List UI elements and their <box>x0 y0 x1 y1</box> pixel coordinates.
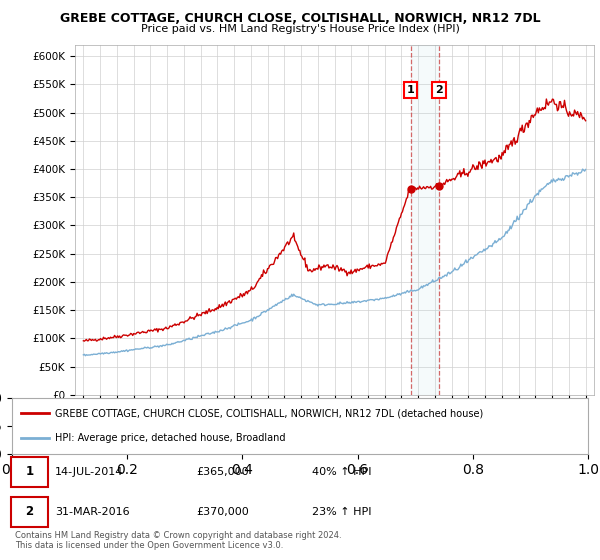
Text: Contains HM Land Registry data © Crown copyright and database right 2024.
This d: Contains HM Land Registry data © Crown c… <box>15 531 341 550</box>
Bar <box>410 45 439 395</box>
Text: 1: 1 <box>407 85 415 95</box>
Text: GREBE COTTAGE, CHURCH CLOSE, COLTISHALL, NORWICH, NR12 7DL: GREBE COTTAGE, CHURCH CLOSE, COLTISHALL,… <box>59 12 541 25</box>
Text: 31-MAR-2016: 31-MAR-2016 <box>55 507 130 517</box>
Text: 14-JUL-2014: 14-JUL-2014 <box>55 466 124 477</box>
FancyBboxPatch shape <box>11 497 48 527</box>
FancyBboxPatch shape <box>11 456 48 487</box>
Text: £370,000: £370,000 <box>196 507 249 517</box>
Text: 2: 2 <box>26 505 34 518</box>
Text: 1: 1 <box>26 465 34 478</box>
Text: £365,000: £365,000 <box>196 466 249 477</box>
Text: GREBE COTTAGE, CHURCH CLOSE, COLTISHALL, NORWICH, NR12 7DL (detached house): GREBE COTTAGE, CHURCH CLOSE, COLTISHALL,… <box>55 408 484 418</box>
Text: 40% ↑ HPI: 40% ↑ HPI <box>311 466 371 477</box>
Text: HPI: Average price, detached house, Broadland: HPI: Average price, detached house, Broa… <box>55 433 286 443</box>
Text: 23% ↑ HPI: 23% ↑ HPI <box>311 507 371 517</box>
Text: Price paid vs. HM Land Registry's House Price Index (HPI): Price paid vs. HM Land Registry's House … <box>140 24 460 34</box>
Text: 2: 2 <box>435 85 443 95</box>
